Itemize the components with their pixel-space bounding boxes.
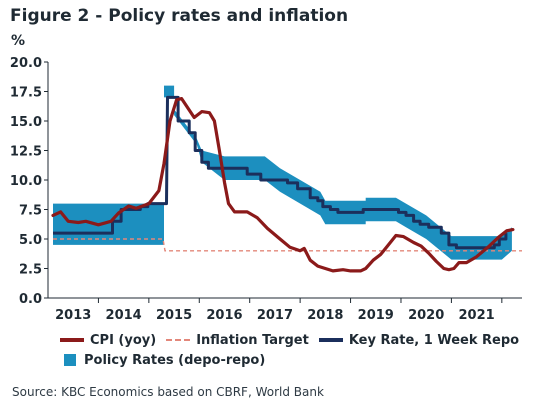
y-tick-label: 20.0 xyxy=(10,56,42,71)
y-tick-label: 5.0 xyxy=(19,233,42,248)
legend-swatch-band xyxy=(64,354,76,366)
y-tick-label: 7.5 xyxy=(19,204,42,219)
x-tick-label: 2014 xyxy=(106,308,142,323)
legend-label-band: Policy Rates (depo-repo) xyxy=(84,352,266,368)
legend-item-cpi: CPI (yoy) xyxy=(60,333,156,348)
x-tick-label: 2020 xyxy=(408,308,444,323)
key-rate-line xyxy=(53,95,508,250)
source-note: Source: KBC Economics based on CBRF, Wor… xyxy=(12,385,324,399)
x-tick-label: 2016 xyxy=(206,308,242,323)
policy-band-layer xyxy=(53,85,512,260)
chart-plot: 0.0 2.5 5.0 7.5 10.0 12.5 15.0 17.5 20.0 2013 2014… xyxy=(10,56,522,323)
chart-legend: CPI (yoy) Inflation Target Key Rate, 1 W… xyxy=(60,330,529,370)
y-tick-label: 17.5 xyxy=(10,86,42,101)
y-tick-label: 0.0 xyxy=(19,292,42,307)
legend-item-band: Policy Rates (depo-repo) xyxy=(60,353,265,368)
legend-item-target: Inflation Target xyxy=(166,333,309,348)
legend-item-key-rate: Key Rate, 1 Week Repo xyxy=(318,332,520,348)
x-tick-label: 2019 xyxy=(358,308,394,323)
x-tick-label: 2018 xyxy=(307,308,343,323)
axis-layer: 0.0 2.5 5.0 7.5 10.0 12.5 15.0 17.5 20.0 2013 2014… xyxy=(10,56,522,323)
inflation-target-line xyxy=(53,238,522,252)
legend-label-key-rate: Key Rate, 1 Week Repo xyxy=(348,332,520,348)
y-tick-label: 10.0 xyxy=(10,174,42,189)
legend-label-target: Inflation Target xyxy=(196,332,309,348)
x-tick-label: 2017 xyxy=(257,308,293,323)
cpi-line xyxy=(51,97,515,273)
legend-swatch-key-rate xyxy=(318,338,343,342)
series-line-layer xyxy=(51,95,522,273)
x-tick-label: 2015 xyxy=(156,308,192,323)
policy-rates-band xyxy=(53,85,512,260)
legend-swatch-target xyxy=(166,339,191,341)
x-tick-label: 2013 xyxy=(55,308,91,323)
y-tick-label: 2.5 xyxy=(19,263,42,278)
x-tick-label: 2021 xyxy=(459,308,495,323)
legend-label-cpi: CPI (yoy) xyxy=(90,332,157,348)
y-axis-unit: % xyxy=(11,33,26,49)
y-tick-label: 12.5 xyxy=(10,145,42,160)
legend-swatch-cpi xyxy=(60,338,84,342)
y-tick-label: 15.0 xyxy=(10,115,42,130)
chart-title: Figure 2 - Policy rates and inflation xyxy=(10,6,349,26)
